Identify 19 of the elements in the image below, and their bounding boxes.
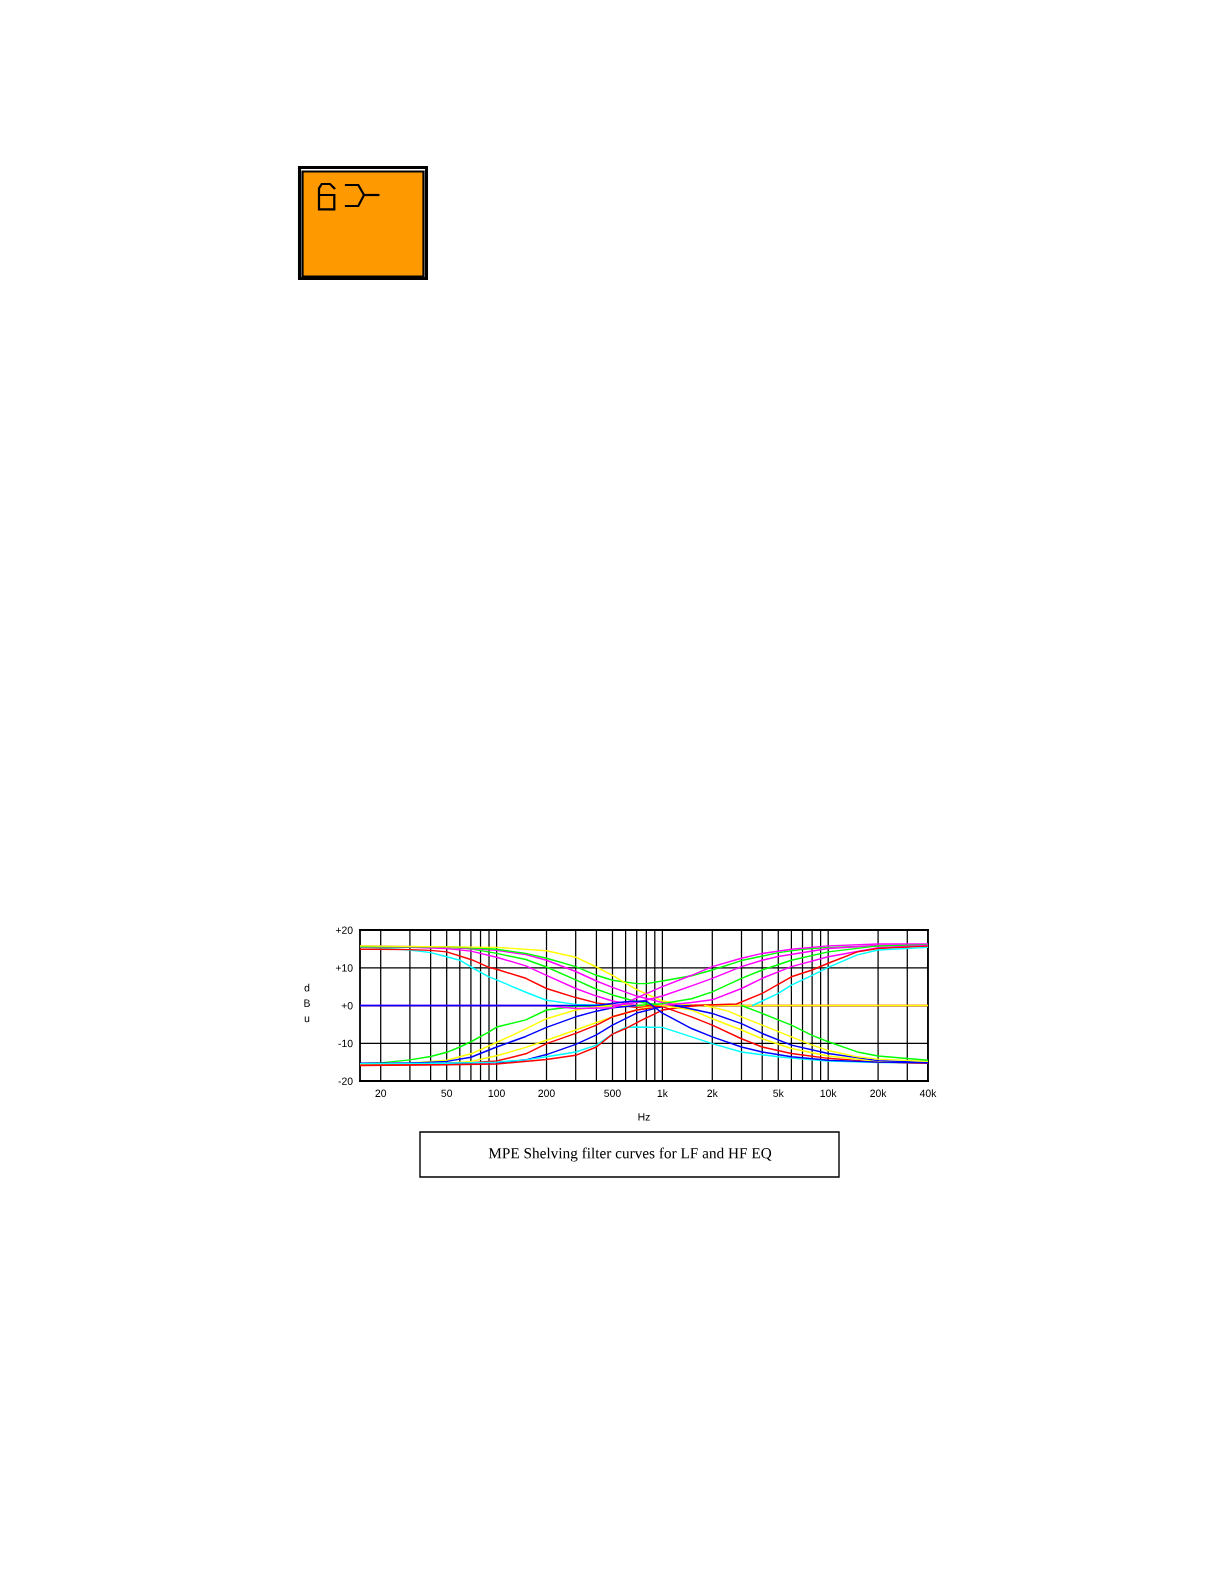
x-tick-label: 50 xyxy=(441,1089,453,1097)
y-axis-title: dBu xyxy=(304,983,310,1023)
x-axis-title: Hz xyxy=(638,1113,650,1121)
x-tick-label: 5k xyxy=(773,1089,784,1097)
x-tick-label: 100 xyxy=(488,1089,505,1097)
text: MPE Shelving filter curves for LF and HF EQ xyxy=(488,1147,772,1162)
x-tick-label: 20k xyxy=(870,1089,887,1097)
x-tick-label: 2k xyxy=(707,1089,718,1097)
x-tick-label: 20 xyxy=(375,1089,387,1097)
y-tick-label: -20 xyxy=(338,1077,353,1085)
x-tick-label: 40k xyxy=(919,1089,937,1097)
y-tick-label: +20 xyxy=(335,926,353,934)
x-tick-label: 10k xyxy=(820,1089,837,1097)
x-tick-label: 200 xyxy=(538,1089,555,1097)
y-tick-label: +10 xyxy=(335,964,353,972)
x-tick-label: 1k xyxy=(657,1089,668,1097)
y-tick-label: -10 xyxy=(338,1039,353,1048)
y-tick-label: +0 xyxy=(341,1002,353,1010)
x-tick-label: 500 xyxy=(604,1089,621,1097)
